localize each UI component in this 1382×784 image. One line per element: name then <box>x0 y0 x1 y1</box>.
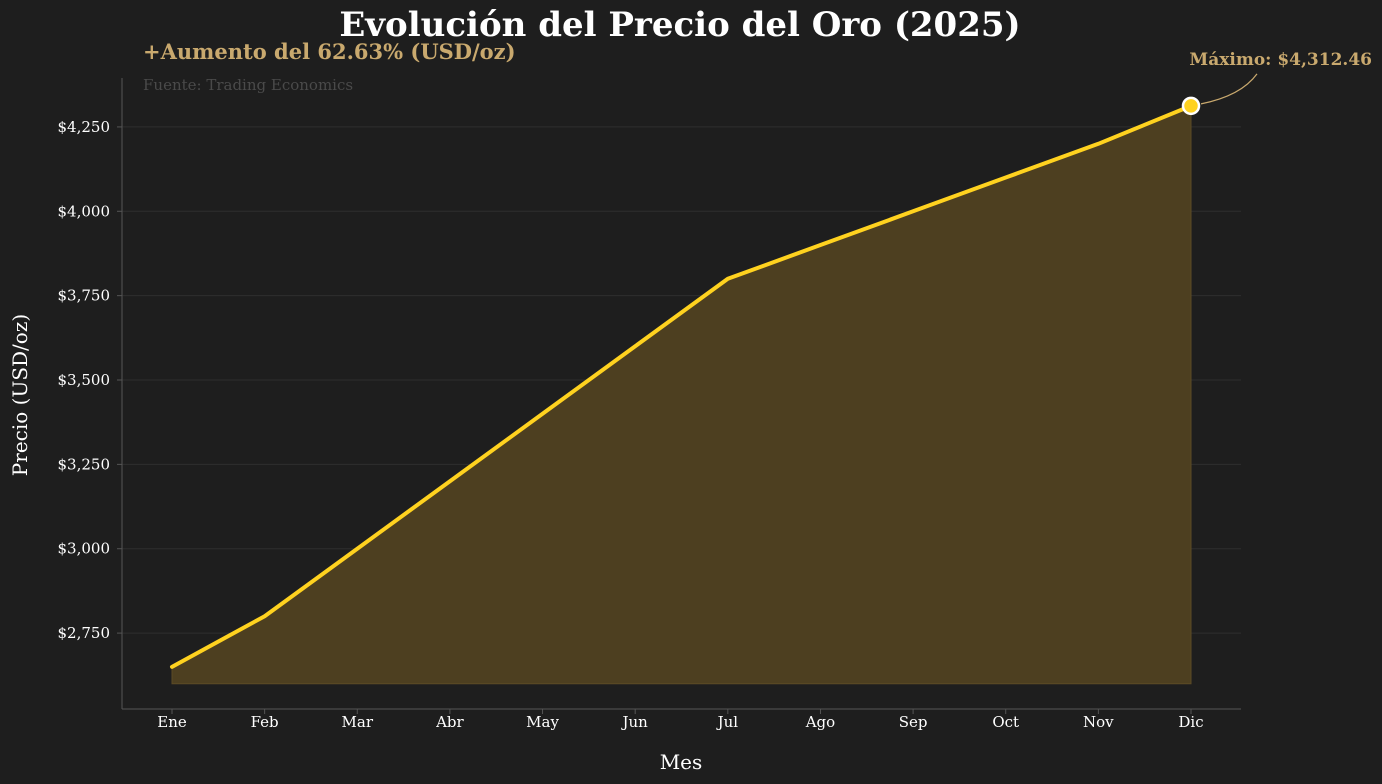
chart-title: Evolución del Precio del Oro (2025) <box>339 5 1020 45</box>
x-tick-label-10: Nov <box>1083 713 1114 731</box>
max-point-marker <box>1181 96 1201 116</box>
x-tick-label-7: Ago <box>805 713 835 731</box>
x-axis-label: Mes <box>660 750 703 774</box>
x-axis-ticks: Ene Feb Mar Abr May Jun Jul Ago Sep Oct Nov Dic <box>157 709 1204 731</box>
y-axis-label: Precio (USD/oz) <box>8 314 32 476</box>
y-tick-label-5: $4,000 <box>58 202 111 220</box>
price-line <box>170 103 1193 669</box>
chart-subtitle: +Aumento del 62.63% (USD/oz) <box>143 39 516 64</box>
x-tick-label-9: Oct <box>992 713 1019 731</box>
x-tick-label-4: May <box>526 713 559 731</box>
x-tick-label-5: Jun <box>621 713 649 731</box>
annotation-label: Máximo: $4,312.46 <box>1189 50 1372 70</box>
x-tick-label-0: Ene <box>157 713 187 731</box>
annotation-arrow <box>1200 73 1258 105</box>
max-annotation: Máximo: $4,312.46 <box>1181 50 1372 116</box>
x-tick-label-8: Sep <box>899 713 928 731</box>
x-tick-label-6: Jul <box>716 713 739 731</box>
y-tick-label-2: $3,250 <box>58 455 111 473</box>
x-tick-label-1: Feb <box>251 713 279 731</box>
x-tick-label-3: Abr <box>435 713 464 731</box>
y-tick-label-1: $3,000 <box>58 540 111 558</box>
axes <box>121 78 1241 710</box>
y-tick-label-6: $4,250 <box>58 118 111 136</box>
y-axis-ticks: $2,750 $3,000 $3,250 $3,500 $3,750 $4,000 $4,2… <box>58 118 122 642</box>
y-tick-label-4: $3,750 <box>58 287 111 305</box>
chart-source: Fuente: Trading Economics <box>143 76 353 94</box>
y-tick-label-3: $3,500 <box>58 371 111 389</box>
y-tick-label-0: $2,750 <box>58 624 111 642</box>
x-tick-label-2: Mar <box>342 713 374 731</box>
x-tick-label-11: Dic <box>1178 713 1203 731</box>
